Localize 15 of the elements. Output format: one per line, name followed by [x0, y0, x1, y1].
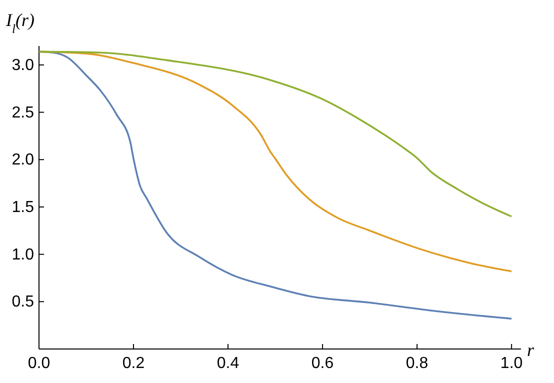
x-tick-label: 1.0	[500, 355, 523, 372]
x-tick-label: 0.8	[406, 355, 428, 372]
line-series	[38, 50, 512, 218]
x-axis-title: r	[527, 340, 535, 360]
x-tick-label: 0.0	[28, 355, 50, 372]
y-tick-label: 0.5	[12, 294, 34, 311]
x-tick-label: 0.4	[216, 355, 240, 372]
x-tick-label: 0.2	[122, 355, 145, 372]
y-tick-label: 3.0	[12, 56, 34, 74]
x-tick-label: 0.6	[311, 355, 334, 372]
y-axis-title: I$_{l}$(r)	[5, 10, 34, 36]
y-tick-label: 2.0	[12, 152, 34, 169]
y-tick-label: 1.0	[12, 246, 34, 264]
y-tick-label: 1.5	[12, 198, 34, 216]
y-tick-label: 2.5	[12, 104, 34, 122]
